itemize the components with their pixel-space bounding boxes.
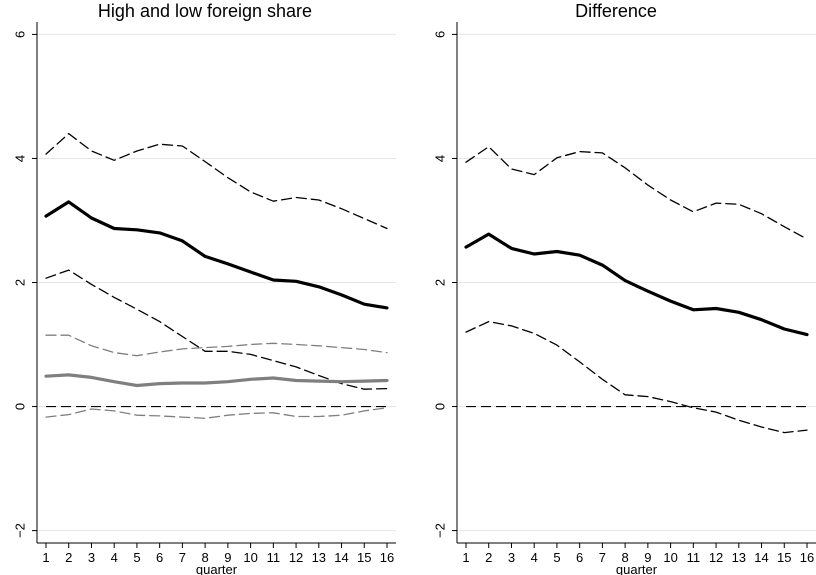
x-tick-label: 12 — [289, 550, 303, 565]
series-line-5 — [45, 334, 388, 357]
x-tick-label: 7 — [599, 550, 606, 565]
x-tick-label: 15 — [777, 550, 791, 565]
series-line-1 — [44, 200, 389, 310]
y-tick-label: 4 — [433, 155, 448, 162]
y-tick-label: −2 — [433, 523, 448, 538]
x-tick-label: 11 — [687, 550, 701, 565]
x-tick-label: 10 — [663, 550, 677, 565]
x-tick-label: 14 — [754, 550, 768, 565]
y-tick-label: 4 — [13, 155, 28, 162]
x-tick-label: 11 — [267, 550, 281, 565]
x-axis-label: quarter — [196, 562, 238, 575]
series-line-3 — [465, 320, 808, 434]
x-tick-label: 13 — [732, 550, 746, 565]
x-axis-label: quarter — [616, 562, 658, 575]
series-line-3 — [45, 269, 388, 390]
y-tick-label: 0 — [13, 403, 28, 410]
y-tick-label: −2 — [13, 523, 28, 538]
x-tick-label: 8 — [202, 550, 209, 565]
x-tick-label: 5 — [133, 550, 140, 565]
x-tick-label: 9 — [224, 550, 231, 565]
y-tick-label: 6 — [13, 31, 28, 38]
x-tick-label: 5 — [553, 550, 560, 565]
chart-title: Difference — [575, 1, 657, 21]
x-tick-label: 3 — [508, 550, 515, 565]
y-tick-label: 2 — [433, 279, 448, 286]
series-line-2 — [45, 132, 388, 230]
x-tick-label: 16 — [800, 550, 814, 565]
series-line-4 — [44, 373, 389, 388]
x-tick-label: 12 — [709, 550, 723, 565]
x-tick-label: 13 — [312, 550, 326, 565]
x-tick-label: 9 — [644, 550, 651, 565]
x-tick-label: 1 — [462, 550, 469, 565]
x-tick-label: 2 — [485, 550, 492, 565]
x-tick-label: 6 — [576, 550, 583, 565]
x-tick-label: 7 — [179, 550, 186, 565]
y-tick-label: 2 — [13, 279, 28, 286]
x-tick-label: 4 — [531, 550, 538, 565]
chart-title: High and low foreign share — [98, 1, 312, 21]
x-tick-label: 3 — [88, 550, 95, 565]
series-line-2 — [465, 146, 808, 240]
x-tick-label: 10 — [243, 550, 257, 565]
y-tick-label: 0 — [433, 403, 448, 410]
series-line-1 — [464, 232, 809, 337]
x-tick-label: 15 — [357, 550, 371, 565]
y-tick-label: 6 — [433, 31, 448, 38]
x-tick-label: 16 — [380, 550, 394, 565]
x-tick-label: 4 — [111, 550, 118, 565]
series-line-6 — [45, 407, 388, 419]
x-tick-label: 6 — [156, 550, 163, 565]
x-tick-label: 8 — [622, 550, 629, 565]
x-tick-label: 1 — [42, 550, 49, 565]
x-tick-label: 2 — [65, 550, 72, 565]
x-tick-label: 14 — [334, 550, 348, 565]
